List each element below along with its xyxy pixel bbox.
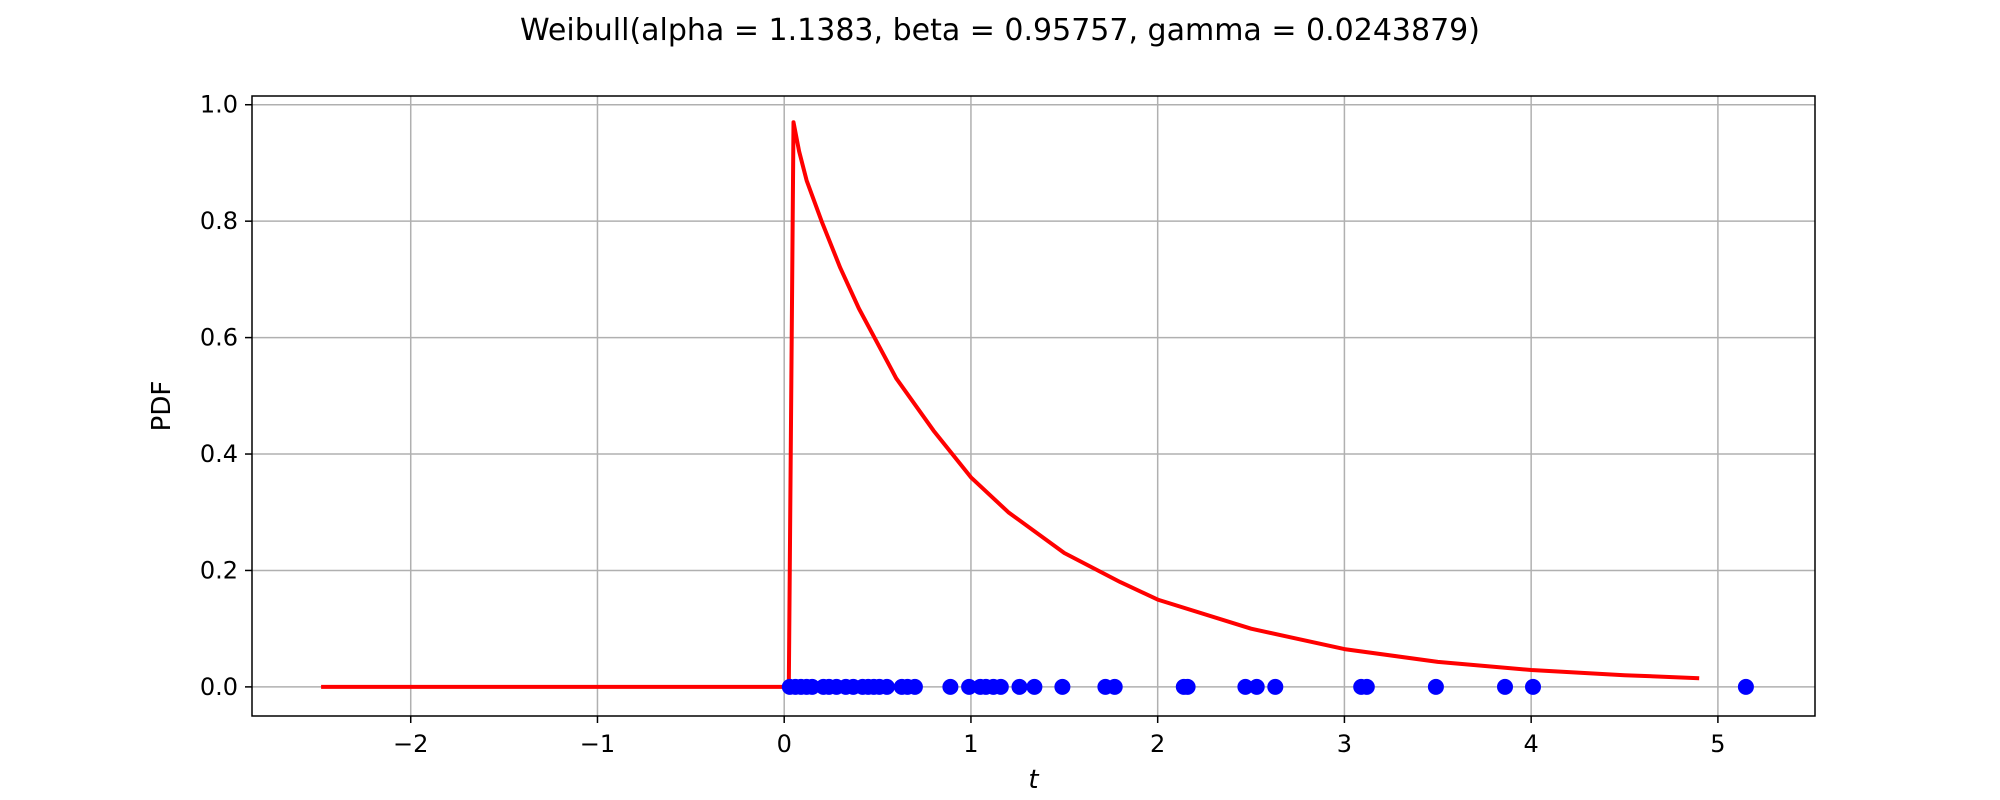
x-tick-label: 0 — [777, 730, 792, 758]
sample-point — [804, 678, 821, 695]
x-tick-label: −1 — [580, 730, 615, 758]
plot-area — [321, 120, 1754, 695]
plot-frame — [251, 95, 1816, 717]
sample-point — [942, 678, 959, 695]
sample-point — [1011, 678, 1028, 695]
y-tick-label: 0.6 — [200, 324, 238, 352]
y-tick-label: 0.0 — [200, 673, 238, 701]
sample-point — [961, 678, 978, 695]
sample-point — [1179, 678, 1196, 695]
sample-point — [1737, 678, 1754, 695]
sample-point — [1267, 678, 1284, 695]
x-tick-label: 5 — [1710, 730, 1725, 758]
sample-point — [1427, 678, 1444, 695]
y-tick-label: 0.4 — [200, 440, 238, 468]
sample-point — [1237, 678, 1254, 695]
sample-point — [1026, 678, 1043, 695]
sample-point — [1054, 678, 1071, 695]
x-axis-label: t — [1028, 765, 1039, 795]
x-tick-label: 3 — [1337, 730, 1352, 758]
y-axis-label: PDF — [147, 381, 177, 432]
y-tick-label: 0.2 — [200, 556, 238, 584]
y-tick-label: 1.0 — [200, 91, 238, 119]
x-tick-label: 2 — [1150, 730, 1165, 758]
sample-point — [1497, 678, 1513, 695]
x-tick-label: −2 — [393, 730, 428, 758]
sample-point — [1358, 678, 1375, 695]
sample-point — [1106, 678, 1123, 695]
grid — [252, 96, 1815, 716]
sample-point — [1525, 678, 1541, 695]
y-tick-label: 0.8 — [200, 207, 238, 235]
axis-ticks: −2 −1 0 1 2 3 4 5 0.0 0.2 0.4 0.6 0.8 1.0 — [200, 91, 1726, 758]
x-tick-label: 1 — [963, 730, 978, 758]
chart-title: Weibull(alpha = 1.1383, beta = 0.95757, … — [520, 13, 1480, 48]
sample-point — [1248, 678, 1265, 695]
pdf-curve — [321, 120, 1700, 689]
x-tick-label: 4 — [1524, 730, 1539, 758]
sample-point — [878, 678, 895, 695]
sample-point — [992, 678, 1009, 695]
sample-point — [906, 678, 923, 695]
